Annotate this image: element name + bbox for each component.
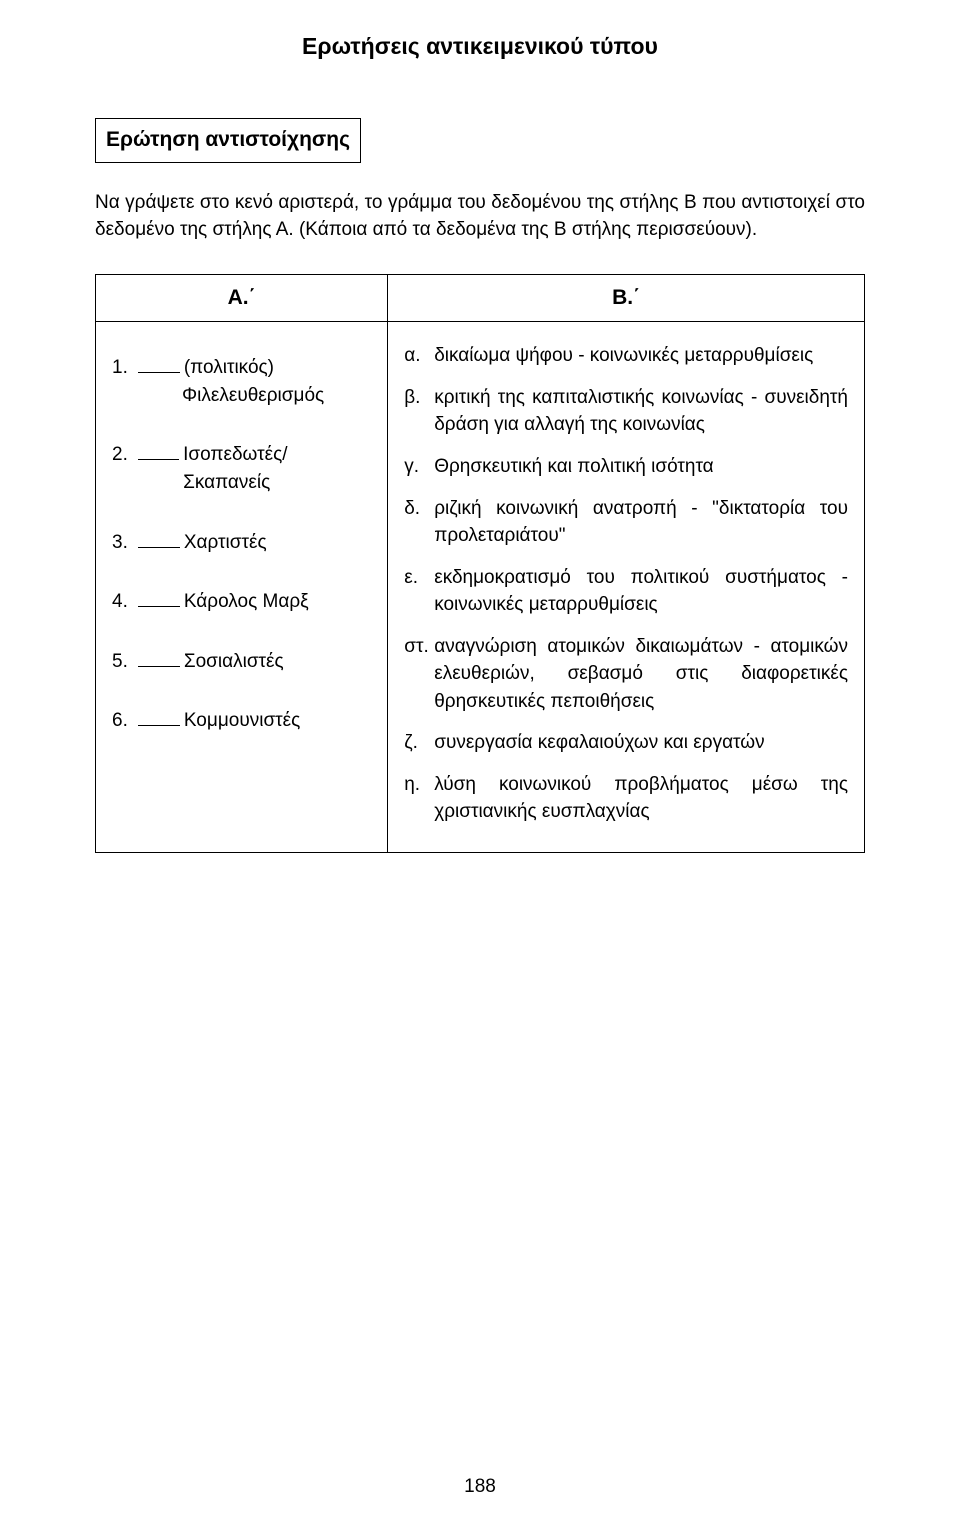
b-item: γ. Θρησκευτική και πολιτική ισότητα	[404, 453, 848, 481]
b-item: δ. ριζική κοινωνική ανατροπή - "δικτατορ…	[404, 495, 848, 550]
a-item-text: Ισοπεδωτές/Σκαπανείς	[183, 441, 371, 496]
answer-blank[interactable]	[138, 529, 180, 547]
column-a-header: Α.΄	[96, 274, 388, 321]
a-item: 6. Κομμουνιστές	[112, 707, 371, 735]
b-item: ε. εκδημοκρατισμό του πολιτικού συστήματ…	[404, 564, 848, 619]
b-item: η. λύση κοινωνικού προβλήματος μέσω της …	[404, 771, 848, 826]
b-item: β. κριτική της καπιταλιστικής κοινωνίας …	[404, 384, 848, 439]
answer-blank[interactable]	[138, 708, 180, 726]
intro-text: Να γράψετε στο κενό αριστερά, το γράμμα …	[95, 189, 865, 244]
page-title: Ερωτήσεις αντικειμενικού τύπου	[95, 30, 865, 63]
b-item-text: δικαίωμα ψήφου - κοινωνικές μεταρρυθμίσε…	[434, 342, 848, 370]
a-item-text: (πολιτικός)	[184, 354, 274, 382]
b-item-text: συνεργασία κεφαλαιούχων και εργατών	[434, 729, 848, 757]
b-item-text: κριτική της καπιταλιστικής κοινωνίας - σ…	[434, 384, 848, 439]
a-item: 5. Σοσιαλιστές	[112, 648, 371, 676]
a-item-text: Χαρτιστές	[184, 529, 267, 557]
b-item: ζ. συνεργασία κεφαλαιούχων και εργατών	[404, 729, 848, 757]
a-item-num: 3.	[112, 529, 128, 557]
column-b-body: α. δικαίωμα ψήφου - κοινωνικές μεταρρυθμ…	[388, 322, 865, 853]
section-label: Ερώτηση αντιστοίχησης	[95, 118, 361, 162]
b-item-label: γ.	[404, 453, 434, 481]
b-item-label: στ.	[404, 633, 434, 716]
answer-blank[interactable]	[138, 355, 180, 373]
a-item-num: 5.	[112, 648, 128, 676]
b-item-text: αναγνώριση ατομικών δικαιωμάτων - ατομικ…	[434, 633, 848, 716]
answer-blank[interactable]	[138, 649, 180, 667]
b-item-label: β.	[404, 384, 434, 439]
b-item-label: α.	[404, 342, 434, 370]
column-a-body: 1. (πολιτικός) Φιλελευθερισμός 2. Ισοπεδ…	[96, 322, 388, 853]
a-item-num: 1.	[112, 354, 128, 382]
a-item: 4. Κάρολος Μαρξ	[112, 588, 371, 616]
b-item: στ. αναγνώριση ατομικών δικαιωμάτων - ατ…	[404, 633, 848, 716]
b-item-text: λύση κοινωνικού προβλήματος μέσω της χρι…	[434, 771, 848, 826]
a-item-num: 4.	[112, 588, 128, 616]
a-item: 3. Χαρτιστές	[112, 529, 371, 557]
b-item-text: εκδημοκρατισμό του πολιτικού συστήματος …	[434, 564, 848, 619]
a-item-sub: Φιλελευθερισμός	[182, 382, 371, 410]
b-item-label: ε.	[404, 564, 434, 619]
a-item: 1. (πολιτικός) Φιλελευθερισμός	[112, 354, 371, 409]
b-item-label: δ.	[404, 495, 434, 550]
a-item-text: Κομμουνιστές	[184, 707, 300, 735]
answer-blank[interactable]	[138, 442, 179, 460]
b-item-text: Θρησκευτική και πολιτική ισότητα	[434, 453, 848, 481]
b-item: α. δικαίωμα ψήφου - κοινωνικές μεταρρυθμ…	[404, 342, 848, 370]
a-item-text: Κάρολος Μαρξ	[184, 588, 309, 616]
b-item-label: η.	[404, 771, 434, 826]
b-item-text: ριζική κοινωνική ανατροπή - "δικτατορία …	[434, 495, 848, 550]
a-item-text: Σοσιαλιστές	[184, 648, 284, 676]
answer-blank[interactable]	[138, 589, 180, 607]
a-item-num: 2.	[112, 441, 128, 469]
a-item: 2. Ισοπεδωτές/Σκαπανείς	[112, 441, 371, 496]
column-b-header: Β.΄	[388, 274, 865, 321]
b-item-label: ζ.	[404, 729, 434, 757]
matching-table: Α.΄ Β.΄ 1. (πολιτικός) Φιλελευθερισμός 2…	[95, 274, 865, 853]
page-number: 188	[0, 1473, 960, 1501]
a-item-num: 6.	[112, 707, 128, 735]
